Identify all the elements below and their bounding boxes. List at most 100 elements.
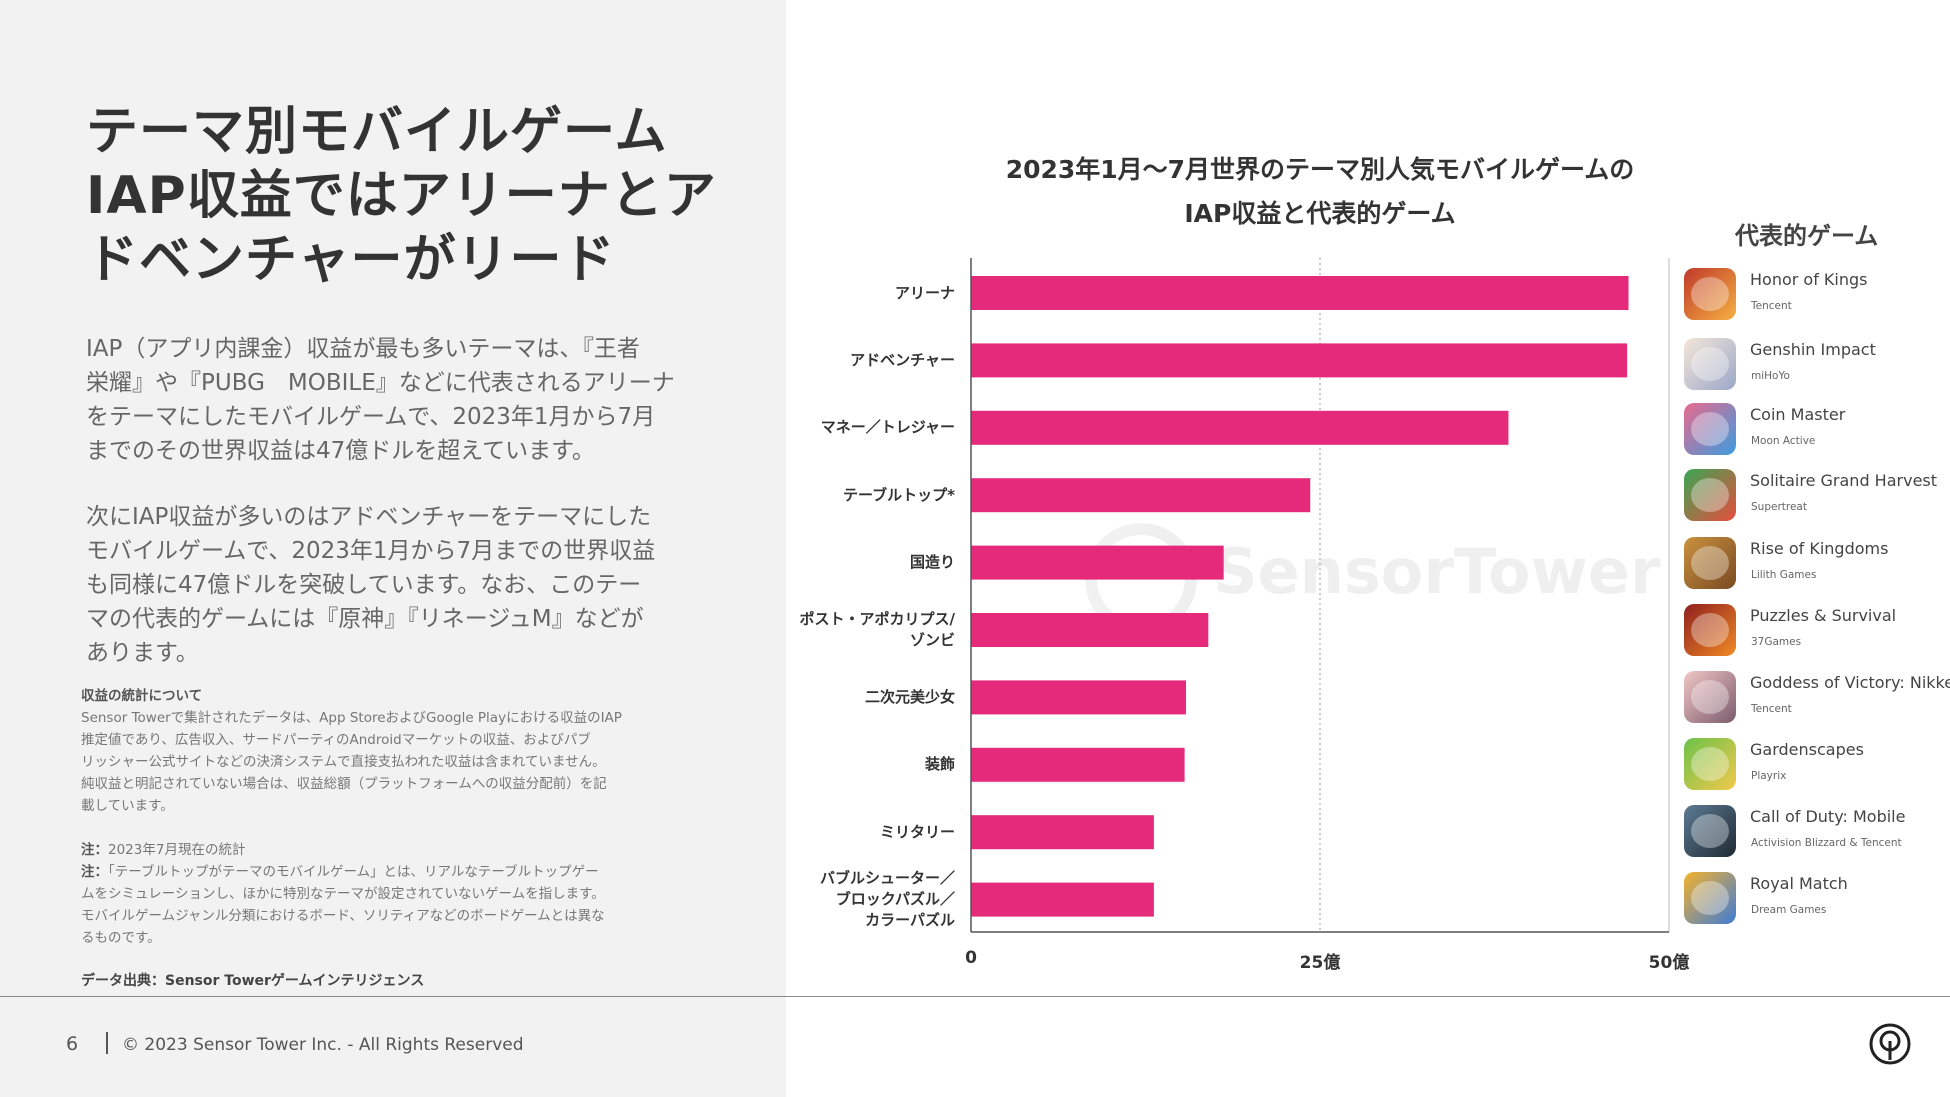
note-2-line-1: 注：「テーブルトップがテーマのモバイルゲーム」とは、リアルなテーブルトップゲー [81, 861, 691, 883]
royal-match-icon [1684, 872, 1736, 924]
category-label: 国造り [775, 552, 955, 573]
note-2-line: モバイルゲームジャンル分類におけるボード、ソリティアなどのボードゲームとは異な [81, 908, 605, 924]
goddess-of-victory-nikke-icon [1684, 671, 1736, 723]
note-2-line: ムをシミュレーションし、ほかに特別なテーマが設定されていないゲームを指します。 [81, 886, 605, 902]
notes-section: 収益の統計について Sensor Towerで集計されたデータは、App Sto… [81, 685, 691, 949]
page-number: 6 [66, 1033, 79, 1055]
rise-of-kingdoms-icon [1684, 537, 1736, 589]
category-label: ミリタリー [775, 822, 955, 843]
bar [971, 545, 1224, 580]
genshin-impact-icon [1684, 338, 1736, 390]
category-label-line: ブロックパズル／ [835, 890, 955, 909]
category-label: テーブルトップ* [775, 485, 955, 506]
watermark-text: SensorTower [1213, 535, 1661, 608]
paragraph-line: モバイルゲームで、2023年1月から7月までの世界収益 [86, 538, 656, 564]
game-publisher: Moon Active [1751, 435, 1816, 447]
game-name: Rise of Kingdoms [1750, 539, 1889, 558]
category-label: 二次元美少女 [775, 687, 955, 708]
game-name: Solitaire Grand Harvest [1750, 471, 1938, 490]
category-label-line: ゾンビ [909, 631, 955, 649]
note-label: 注： [81, 864, 108, 880]
category-label-line: 国造り [909, 553, 955, 572]
left-panel [0, 0, 786, 1097]
x-tick-label: 50億 [1648, 953, 1690, 973]
game-name: Royal Match [1750, 874, 1848, 893]
category-label-line: 二次元美少女 [864, 687, 955, 706]
game-publisher: Dream Games [1751, 904, 1827, 916]
title-line: テーマ別モバイルゲーム [86, 102, 668, 162]
game-name: Honor of Kings [1750, 270, 1868, 289]
revenue-note-line: 推定値であり、広告収入、サードパーティのAndroidマーケットの収益、およびパ… [81, 732, 591, 748]
game-name: Goddess of Victory: Nikke [1750, 673, 1950, 692]
note-text: 2023年7月現在の統計 [108, 842, 246, 858]
category-label-line: アリーナ [894, 283, 955, 302]
game-name: Coin Master [1750, 405, 1846, 424]
game-publisher: Tencent [1751, 300, 1792, 312]
bar [971, 276, 1629, 310]
chart-title-line: IAP収益と代表的ゲーム [1184, 199, 1456, 228]
game-publisher: Lilith Games [1751, 569, 1817, 581]
game-publisher: 37Games [1751, 636, 1802, 648]
revenue-note-line: リッシャー公式サイトなどの決済システムで直接支払われた収益は含まれていません。 [81, 754, 606, 770]
bar [971, 815, 1154, 850]
coin-master-icon [1684, 403, 1736, 455]
note-label: 注： [81, 842, 108, 858]
call-of-duty-mobile-icon [1684, 805, 1736, 857]
revenue-note-line: 載しています。 [81, 798, 174, 814]
game-publisher: Activision Blizzard & Tencent [1751, 837, 1902, 849]
footer-divider [0, 996, 1950, 997]
revenue-note-line: 純収益と明記されていない場合は、収益総額（プラットフォームへの収益分配前）を記 [81, 776, 607, 792]
game-publisher: Tencent [1751, 703, 1792, 715]
category-label-line: マネー／トレジャー [820, 418, 955, 437]
gardenscapes-icon [1684, 738, 1736, 790]
watermark: SensorTower [1085, 520, 1660, 640]
category-label-line: ポスト・アポカリプス/ [799, 610, 955, 628]
title-line: ドベンチャーがリード [86, 230, 616, 290]
paragraph-line: マの代表的ゲームには『原神』『リネージュM』などが [86, 606, 644, 632]
page-title: テーマ別モバイルゲーム IAP収益ではアリーナとア ドベンチャーがリード [86, 100, 717, 292]
revenue-note-line: Sensor Towerで集計されたデータは、App StoreおよびGoogl… [81, 710, 622, 726]
game-name: Gardenscapes [1750, 740, 1864, 759]
game-name: Puzzles & Survival [1750, 606, 1897, 625]
category-label: マネー／トレジャー [775, 417, 955, 438]
sensor-tower-logo-icon [1869, 1023, 1911, 1065]
footer-separator [106, 1032, 108, 1054]
paragraph-line: IAP（アプリ内課金）収益が最も多いテーマは、『王者 [86, 336, 640, 362]
paragraph-line: までのその世界収益は47億ドルを超えています。 [86, 438, 595, 464]
bar [971, 410, 1509, 445]
bar [971, 882, 1154, 917]
honor-of-kings-icon [1684, 268, 1736, 320]
category-label-line: テーブルトップ* [843, 485, 955, 504]
paragraph-line: 次にIAP収益が多いのはアドベンチャーをテーマにした [86, 504, 652, 530]
category-label-line: 装飾 [924, 755, 955, 774]
paragraph-line: をテーマにしたモバイルゲームで、2023年1月から7月 [86, 404, 656, 430]
paragraph-line: も同様に47億ドルを突破しています。なお、このテー [86, 572, 642, 598]
category-label-line: カラーパズル [865, 911, 955, 930]
category-label: ポスト・アポカリプス/ゾンビ [775, 609, 955, 651]
category-label: 装飾 [775, 754, 955, 775]
bar [971, 343, 1628, 378]
copyright: © 2023 Sensor Tower Inc. - All Rights Re… [122, 1035, 524, 1055]
category-label-line: バブルシューター／ [819, 869, 955, 888]
category-label: バブルシューター／ ブロックパズル／ カラーパズル [775, 868, 955, 931]
revenue-note-heading: 収益の統計について [81, 688, 203, 704]
title-line: IAP収益ではアリーナとア [86, 166, 717, 226]
category-label: アドベンチャー [775, 350, 955, 371]
game-publisher: Supertreat [1751, 501, 1807, 513]
paragraph-line: あります。 [86, 640, 199, 666]
category-label-line: アドベンチャー [850, 350, 955, 369]
note-text: 「テーブルトップがテーマのモバイルゲーム」とは、リアルなテーブルトップゲー [108, 864, 599, 880]
paragraph-2: 次にIAP収益が多いのはアドベンチャーをテーマにした モバイルゲームで、2023… [86, 500, 686, 670]
chart-title: 2023年1月〜7月世界のテーマ別人気モバイルゲームの IAP収益と代表的ゲーム [960, 148, 1680, 236]
solitaire-grand-harvest-icon [1684, 469, 1736, 521]
data-source: データ出典：Sensor Towerゲームインテリジェンス [81, 973, 425, 989]
bar [971, 613, 1209, 647]
bar [971, 478, 1311, 513]
game-name: Genshin Impact [1750, 340, 1876, 359]
paragraph-line: 栄耀』や『PUBG MOBILE』などに代表されるアリーナ [86, 370, 675, 396]
bar [971, 680, 1186, 715]
note-1: 注：2023年7月現在の統計 [81, 839, 691, 861]
game-publisher: Playrix [1751, 770, 1787, 782]
chart-title-line: 2023年1月〜7月世界のテーマ別人気モバイルゲームの [1005, 155, 1635, 184]
